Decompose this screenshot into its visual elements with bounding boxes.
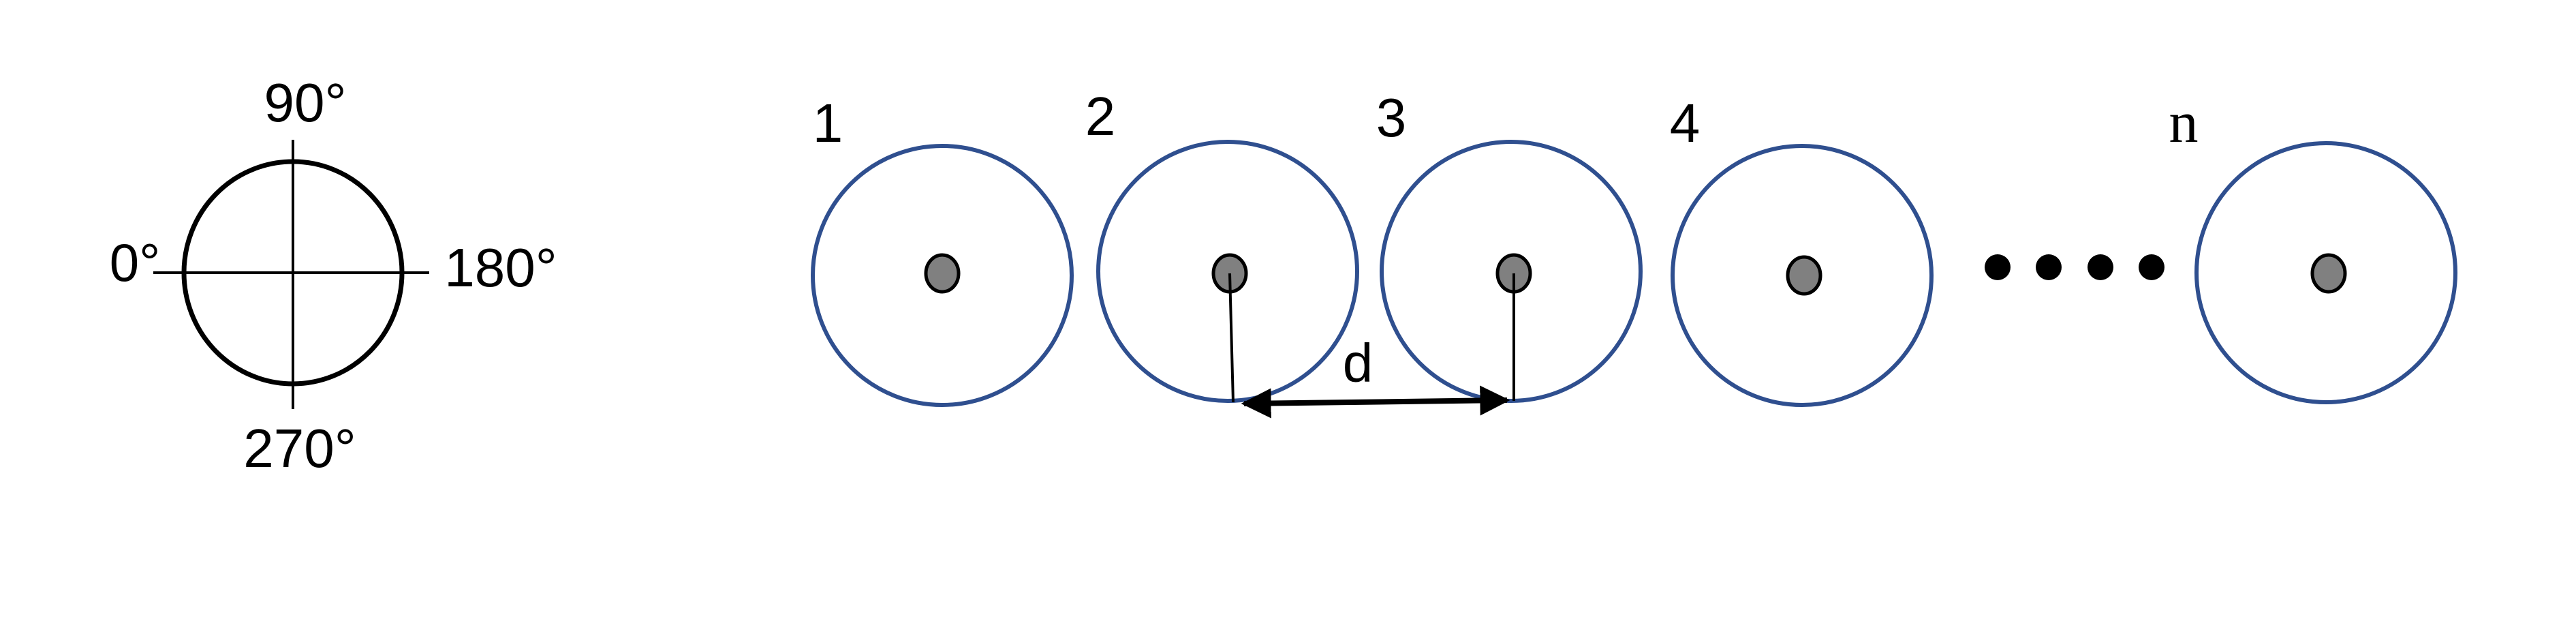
element-center-dot [1786,255,1822,296]
element-label-n: n [2169,89,2199,155]
element-circle [811,144,1074,407]
element-label-4: 4 [1670,93,1701,153]
label-90-degrees: 90° [264,72,347,133]
angle-reference-compass: 90° 0° 180° 270° [110,72,557,479]
ellipsis-dot [2088,254,2113,280]
element-label-3: 3 [1376,87,1407,148]
label-180-degrees: 180° [444,237,557,298]
array-element-1: 1 [811,93,1074,407]
array-element-2: 2 [1085,86,1359,403]
element-circle [1671,144,1934,407]
array-element-3: 3 [1376,87,1643,403]
element-center-dot [2310,253,2347,294]
distance-indicator: d [1241,333,1510,419]
label-0-degrees: 0° [110,232,161,292]
distance-label: d [1343,333,1374,393]
ellipsis-dot [2139,254,2164,280]
element-center-dot [924,253,961,294]
element-circle [1380,140,1643,403]
array-element-4: 4 [1670,93,1934,407]
ellipsis-dot [1985,254,2011,280]
distance-arrow [1241,385,1510,419]
element-circle [2194,141,2457,404]
element-label-1: 1 [813,93,843,153]
label-270-degrees: 270° [243,418,356,479]
ellipsis-dot [2036,254,2062,280]
element-label-2: 2 [1085,86,1116,147]
ellipsis-dots [1985,254,2164,280]
element-2-radius-line [1228,273,1235,403]
element-circle [1096,140,1359,403]
array-element-n: n [2169,89,2457,404]
